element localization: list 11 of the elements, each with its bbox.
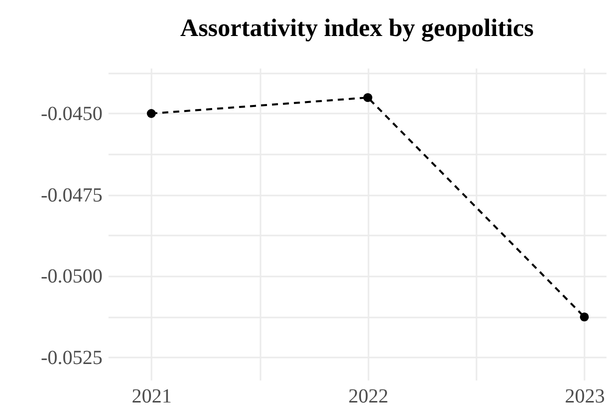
y-tick-label: -0.0500 — [40, 266, 102, 288]
point — [146, 109, 156, 118]
chart-title: Assortativity index by geopolitics — [180, 14, 534, 42]
x-tick-label: 2021 — [132, 386, 172, 408]
x-tick-label: 2023 — [564, 386, 605, 408]
x-tick-label: 2022 — [348, 386, 388, 408]
point — [363, 93, 372, 102]
y-tick-label: -0.0475 — [40, 184, 102, 206]
y-tick-label: -0.0525 — [40, 346, 102, 369]
point — [580, 312, 589, 322]
y-tick-label: -0.0450 — [40, 103, 102, 125]
